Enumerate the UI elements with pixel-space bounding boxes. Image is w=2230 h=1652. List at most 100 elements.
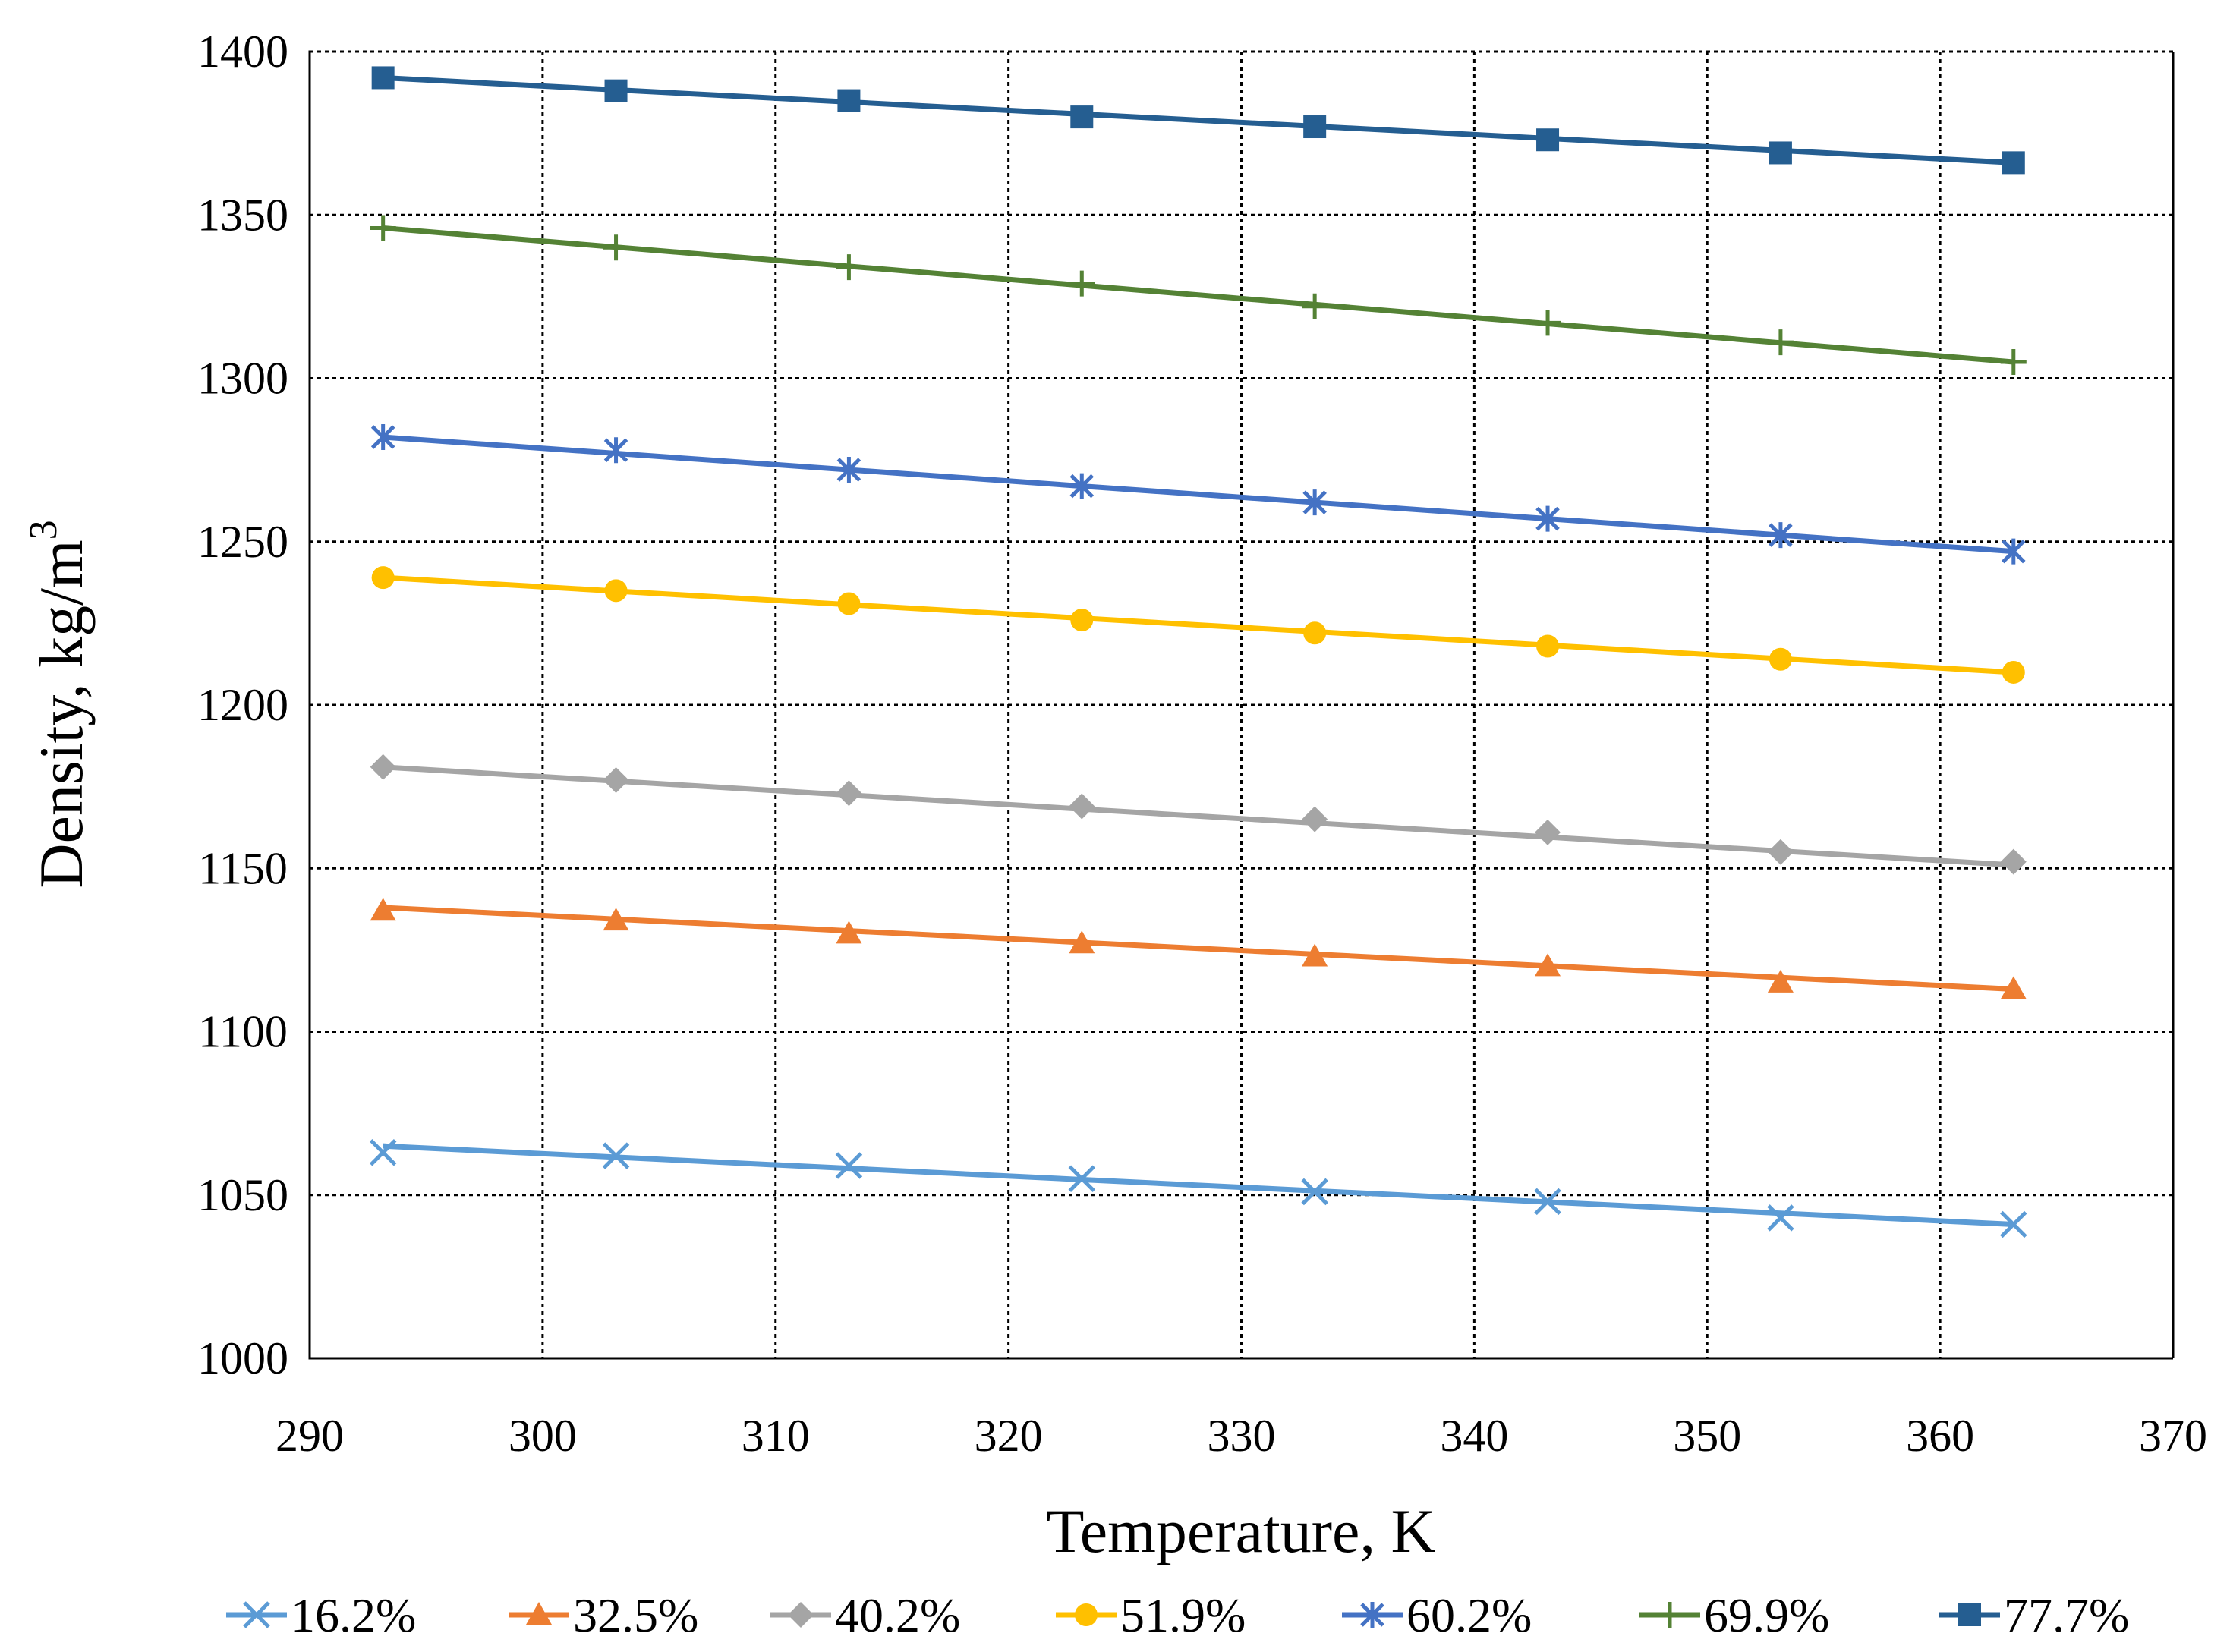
data-point-marker [1769,141,1792,165]
x-tick-label: 330 [1208,1411,1276,1461]
x-tick-label: 290 [276,1411,344,1461]
series-line [383,74,2014,165]
legend-label: 32.5% [573,1588,698,1642]
data-point-marker [1303,621,1327,645]
data-point-marker [2002,151,2025,175]
legend-item-77.7%[interactable]: 77.7% [1939,1588,2129,1642]
data-point-marker [1302,943,1328,967]
x-tick-label: 360 [1906,1411,1974,1461]
data-point-marker [370,898,396,921]
data-point-marker [603,908,629,931]
data-point-marker [836,920,862,944]
legend-item-69.9%[interactable]: 69.9% [1639,1588,1829,1642]
data-point-marker [603,437,628,464]
legend-label: 69.9% [1704,1588,1829,1642]
data-point-marker [371,566,395,590]
legend-label: 77.7% [2004,1588,2129,1642]
data-point-marker [1302,293,1328,319]
data-point-marker [603,767,629,794]
data-point-marker [1303,115,1327,139]
data-point-marker [836,457,861,483]
data-point-marker [1769,522,1793,549]
series-line [383,434,2014,555]
x-tick-label: 340 [1440,1411,1508,1461]
series-line [383,225,2014,365]
data-point-marker [1535,819,1561,845]
data-point-marker [1301,1178,1328,1206]
series-69.9% [370,215,2027,375]
x-tick-label: 320 [975,1411,1043,1461]
data-point-marker [1958,1603,1981,1626]
data-point-marker [1075,1603,1098,1626]
y-tick-label: 1250 [197,517,288,567]
data-point-marker [2000,348,2027,375]
data-point-marker [1069,473,1095,499]
legend-item-51.9%[interactable]: 51.9% [1056,1588,1246,1642]
series-60.2% [370,423,2026,565]
data-point-marker [2002,660,2025,684]
data-point-marker [1069,793,1095,820]
data-point-marker [1360,1602,1384,1628]
legend-label: 60.2% [1406,1588,1532,1642]
data-point-marker [370,215,396,241]
x-axis-title: Temperature, K [1046,1496,1435,1565]
data-point-marker [1767,839,1794,865]
data-point-marker [2000,1210,2027,1238]
legend-item-40.2%[interactable]: 40.2% [770,1588,960,1642]
legend-label: 51.9% [1120,1588,1246,1642]
legend-item-60.2%[interactable]: 60.2% [1342,1588,1532,1642]
x-tick-label: 350 [1673,1411,1741,1461]
data-point-marker [1302,806,1328,832]
gridlines [310,50,2175,1358]
y-axis-title: Density, kg/m3 [22,520,96,888]
y-tick-label: 1200 [197,680,288,730]
legend-item-16.2%[interactable]: 16.2% [226,1588,416,1642]
data-point-marker [1535,953,1561,977]
data-point-marker [1534,1188,1561,1216]
data-point-marker [526,1602,552,1625]
data-point-marker [836,254,862,281]
y-axis-title-superscript: 3 [22,520,65,540]
data-point-marker [602,1142,630,1169]
data-point-marker [1068,1165,1096,1192]
series-line [383,1143,2014,1227]
series-line [383,764,2014,868]
data-point-marker [835,1152,863,1179]
data-point-marker [1070,609,1094,632]
y-tick-label: 1300 [197,354,288,404]
y-tick-label: 1150 [198,843,288,893]
data-point-marker [369,1139,397,1166]
data-point-marker [1069,930,1095,954]
series-line [383,574,2014,675]
legend-item-32.5%[interactable]: 32.5% [509,1588,698,1642]
data-point-marker [2000,848,2027,875]
y-tick-labels: 1000 1050 1100 1150 1200 1250 1300 1350 1400 [197,27,288,1383]
x-tick-label: 300 [509,1411,577,1461]
data-series [369,66,2027,1238]
y-tick-label: 1350 [197,190,288,240]
data-point-marker [2002,538,2026,565]
legend[interactable]: 16.2% 32.5% 40.2% 51.9% 60.2% 69.9% 77.7% [226,1588,2129,1642]
data-point-marker [1070,105,1094,129]
data-point-marker [370,754,396,780]
data-point-marker [837,592,861,615]
data-point-marker [2000,976,2027,999]
data-point-marker [1302,489,1327,516]
data-point-marker [604,79,628,102]
data-point-marker [1536,634,1560,658]
y-tick-label: 1400 [197,27,288,77]
x-tick-labels: 290 300 310 320 330 340 350 360 370 [276,1411,2207,1461]
series-40.2% [370,754,2027,875]
data-point-marker [1767,1204,1794,1232]
y-tick-label: 1050 [197,1170,288,1220]
legend-label: 40.2% [835,1588,960,1642]
series-77.7% [371,66,2025,175]
data-point-marker [836,780,862,807]
data-point-marker [1767,329,1794,356]
series-32.5% [370,898,2027,999]
data-point-marker [1657,1602,1683,1628]
data-point-marker [837,89,861,112]
legend-label: 16.2% [291,1588,416,1642]
x-tick-label: 370 [2139,1411,2207,1461]
